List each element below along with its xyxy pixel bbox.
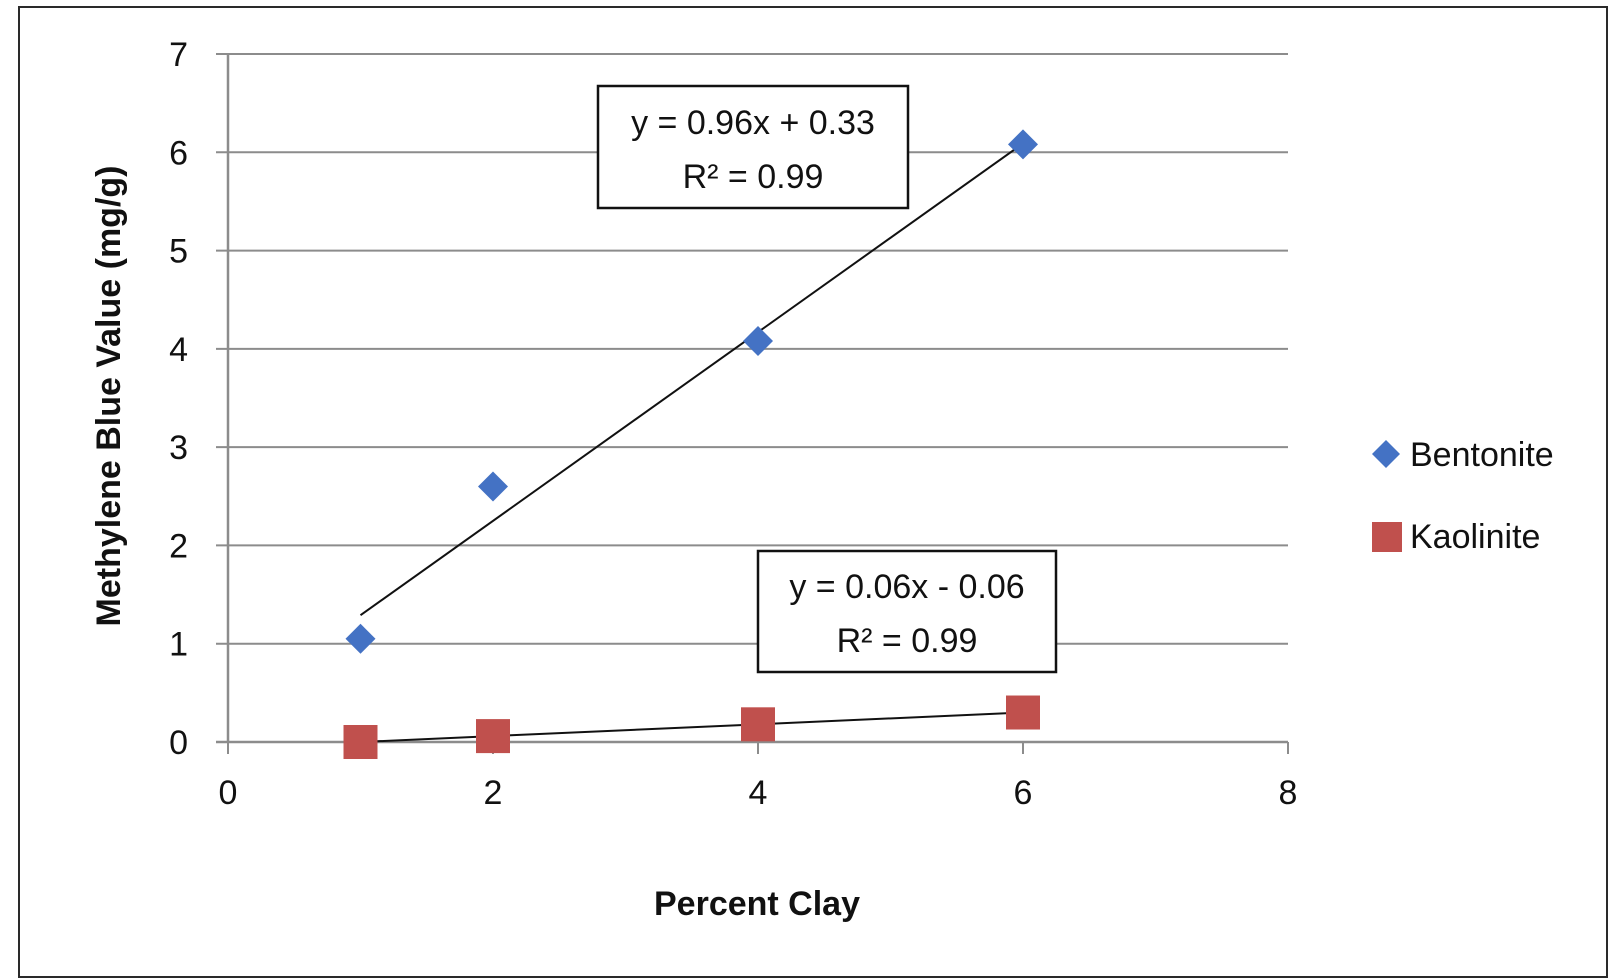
y-tick-label-1: 1 xyxy=(169,626,188,664)
trendline-kaolinite xyxy=(360,711,1024,743)
legend-marker-bentonite xyxy=(1372,440,1400,468)
point-bentonite-2 xyxy=(743,325,773,356)
legend-marker-kaolinite xyxy=(1372,522,1402,552)
bentonite-equation: y = 0.96x + 0.33 xyxy=(631,104,875,142)
y-tick-label-3: 3 xyxy=(169,429,188,467)
point-bentonite-0 xyxy=(345,623,376,654)
y-tick-label-5: 5 xyxy=(169,233,188,271)
x-tick-label-0: 0 xyxy=(219,774,238,812)
x-axis-title: Percent Clay xyxy=(654,885,860,923)
point-bentonite-3 xyxy=(1008,129,1038,160)
tick-labels: 0 1 2 3 4 5 6 7 0 2 4 6 8 xyxy=(169,36,1297,812)
data-points xyxy=(343,129,1040,759)
bentonite-r-squared: R² = 0.99 xyxy=(683,158,824,196)
y-tick-label-0: 0 xyxy=(169,724,188,762)
point-bentonite-1 xyxy=(478,471,508,502)
point-kaolinite-2 xyxy=(741,707,775,742)
point-kaolinite-3 xyxy=(1006,695,1040,730)
point-kaolinite-0 xyxy=(343,725,378,759)
point-kaolinite-1 xyxy=(476,719,510,754)
legend-label-bentonite: Bentonite xyxy=(1410,436,1554,474)
y-tick-label-7: 7 xyxy=(169,36,188,74)
y-axis-title: Methylene Blue Value (mg/g) xyxy=(90,166,128,627)
kaolinite-equation: y = 0.06x - 0.06 xyxy=(789,568,1024,606)
trendlines xyxy=(359,142,1024,743)
bentonite-equation-box: y = 0.96x + 0.33 R² = 0.99 xyxy=(596,84,910,210)
axes xyxy=(216,54,1289,754)
y-tick-label-2: 2 xyxy=(169,527,188,565)
x-tick-label-6: 6 xyxy=(1014,774,1033,812)
trendline-bentonite xyxy=(359,142,1024,617)
x-tick-label-2: 2 xyxy=(484,774,503,812)
y-tick-label-6: 6 xyxy=(169,134,188,172)
y-tick-label-4: 4 xyxy=(169,331,188,369)
x-tick-label-8: 8 xyxy=(1279,774,1298,812)
x-tick-label-4: 4 xyxy=(749,774,768,812)
legend-label-kaolinite: Kaolinite xyxy=(1410,518,1540,556)
legend: Bentonite Kaolinite xyxy=(1372,436,1554,556)
kaolinite-r-squared: R² = 0.99 xyxy=(837,622,978,660)
kaolinite-equation-box: y = 0.06x - 0.06 R² = 0.99 xyxy=(756,549,1058,674)
